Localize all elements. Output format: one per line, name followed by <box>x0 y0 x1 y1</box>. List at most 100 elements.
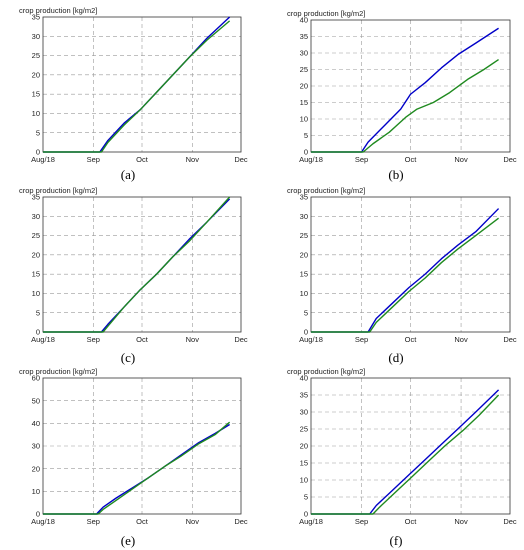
ytick-label-d-7: 35 <box>300 193 308 202</box>
ytick-label-e-0: 0 <box>36 510 40 519</box>
axes-box-f <box>310 377 511 515</box>
xtick-label-f-2: Oct <box>405 517 418 526</box>
ytick-label-e-5: 50 <box>32 396 40 405</box>
xtick-label-c-3: Nov <box>186 335 200 344</box>
xtick-label-d-3: Nov <box>454 335 468 344</box>
ytick-label-d-3: 15 <box>300 270 308 279</box>
ylabel-f: crop production [kg/m2] <box>287 367 365 376</box>
ytick-label-c-2: 10 <box>32 289 40 298</box>
ylabel-b: crop production [kg/m2] <box>287 9 365 18</box>
axes-box-e <box>42 377 242 515</box>
ytick-label-f-3: 15 <box>300 459 308 468</box>
ytick-label-f-8: 40 <box>300 374 308 383</box>
ytick-label-e-6: 60 <box>32 374 40 383</box>
panel-label-f: (f) <box>390 533 403 548</box>
series-line-b-0 <box>311 27 499 153</box>
xtick-label-c-0: Aug/18 <box>31 335 55 344</box>
ytick-label-b-8: 40 <box>300 16 308 25</box>
ytick-label-f-4: 20 <box>300 442 308 451</box>
xtick-label-e-1: Sep <box>87 517 100 526</box>
ytick-label-f-6: 30 <box>300 408 308 417</box>
xtick-label-e-4: Dec <box>234 517 248 526</box>
ytick-label-b-2: 10 <box>300 115 308 124</box>
ytick-label-a-4: 20 <box>32 70 40 79</box>
series-line-d-1 <box>311 217 500 333</box>
chart-panel-e: 0 10 20 30 40 50 60 Aug/18 Sep Oct Nov Dec crop prod… <box>19 367 248 526</box>
xtick-label-a-1: Sep <box>87 155 100 164</box>
xtick-label-e-2: Oct <box>136 517 149 526</box>
ylabel-d: crop production [kg/m2] <box>287 186 365 195</box>
series-line-e-1 <box>43 421 231 515</box>
panel-label-b: (b) <box>388 167 403 182</box>
ytick-label-e-2: 20 <box>32 464 40 473</box>
ytick-label-c-5: 25 <box>32 231 40 240</box>
ytick-label-c-0: 0 <box>36 328 40 337</box>
ytick-label-f-5: 25 <box>300 425 308 434</box>
panel-label-d: (d) <box>388 350 403 365</box>
ytick-label-f-7: 35 <box>300 391 308 400</box>
ytick-label-a-3: 15 <box>32 90 40 99</box>
ytick-label-c-6: 30 <box>32 212 40 221</box>
series-line-c-0 <box>43 198 231 333</box>
xtick-label-c-1: Sep <box>87 335 100 344</box>
ytick-label-a-1: 5 <box>36 128 40 137</box>
ytick-label-d-0: 0 <box>304 328 308 337</box>
ytick-label-e-3: 30 <box>32 442 40 451</box>
ytick-label-a-0: 0 <box>36 148 40 157</box>
xtick-label-f-3: Nov <box>454 517 468 526</box>
axes-box-b <box>310 19 511 153</box>
ytick-label-e-4: 40 <box>32 419 40 428</box>
xtick-label-b-2: Oct <box>405 155 418 164</box>
ytick-label-c-3: 15 <box>32 270 40 279</box>
ytick-label-b-5: 25 <box>300 65 308 74</box>
series-line-b-1 <box>311 59 499 153</box>
ytick-label-d-5: 25 <box>300 231 308 240</box>
ytick-label-e-1: 10 <box>32 487 40 496</box>
xtick-label-a-2: Oct <box>136 155 149 164</box>
ytick-label-f-2: 10 <box>300 476 308 485</box>
ytick-label-b-4: 20 <box>300 82 308 91</box>
panel-label-e: (e) <box>121 533 135 548</box>
xtick-label-a-3: Nov <box>186 155 200 164</box>
series-line-a-1 <box>43 20 231 153</box>
xtick-label-e-0: Aug/18 <box>31 517 55 526</box>
ytick-label-d-4: 20 <box>300 250 308 259</box>
chart-panel-f: 0 5 10 15 20 25 30 35 40 Aug/18 Sep Oct Nov Dec crop p… <box>287 367 517 526</box>
ytick-label-c-1: 5 <box>36 308 40 317</box>
panel-label-c: (c) <box>121 350 135 365</box>
panel-label-a: (a) <box>121 167 135 182</box>
xtick-label-c-2: Oct <box>136 335 149 344</box>
ytick-label-c-7: 35 <box>32 193 40 202</box>
xtick-label-e-3: Nov <box>186 517 200 526</box>
chart-panel-c: 0 5 10 15 20 25 30 35 Aug/18 Sep Oct Nov Dec crop pro… <box>19 186 248 344</box>
ytick-label-d-6: 30 <box>300 212 308 221</box>
ytick-label-b-0: 0 <box>304 148 308 157</box>
ylabel-c: crop production [kg/m2] <box>19 186 97 195</box>
chart-panel-a: 0 5 10 15 20 25 30 35 Aug/18 Sep Oct Nov Dec crop pro… <box>19 6 248 164</box>
chart-panel-b: 0 5 10 15 20 25 30 35 40 Aug/18 Sep Oct Nov Dec crop p… <box>287 9 517 164</box>
ytick-label-a-7: 35 <box>32 13 40 22</box>
xtick-label-d-2: Oct <box>405 335 418 344</box>
ytick-label-d-2: 10 <box>300 289 308 298</box>
series-line-c-1 <box>43 196 231 333</box>
ylabel-a: crop production [kg/m2] <box>19 6 97 15</box>
xtick-label-f-0: Aug/18 <box>299 517 323 526</box>
xtick-label-d-0: Aug/18 <box>299 335 323 344</box>
series-line-a-0 <box>43 16 231 153</box>
ytick-label-b-6: 30 <box>300 49 308 58</box>
ytick-label-a-6: 30 <box>32 32 40 41</box>
ylabel-e: crop production [kg/m2] <box>19 367 97 376</box>
xtick-label-c-4: Dec <box>234 335 248 344</box>
ytick-label-a-2: 10 <box>32 109 40 118</box>
xtick-label-f-1: Sep <box>355 517 368 526</box>
xtick-label-b-3: Nov <box>454 155 468 164</box>
axes-box-c <box>42 196 242 333</box>
ytick-label-b-3: 15 <box>300 98 308 107</box>
series-line-d-0 <box>311 208 500 333</box>
xtick-label-b-4: Dec <box>503 155 517 164</box>
chart-panel-d: 0 5 10 15 20 25 30 35 Aug/18 Sep Oct Nov Dec crop pro… <box>287 186 517 344</box>
xtick-label-d-1: Sep <box>355 335 368 344</box>
axes-box-a <box>42 16 242 153</box>
axes-box-d <box>310 196 511 333</box>
